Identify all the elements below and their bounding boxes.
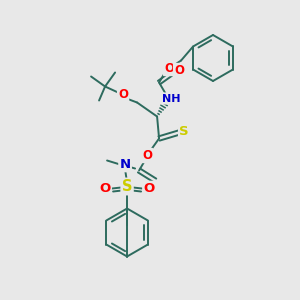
Text: O: O	[164, 62, 174, 75]
Text: O: O	[118, 88, 128, 101]
Text: O: O	[142, 149, 152, 162]
Text: O: O	[100, 182, 111, 195]
Text: NH: NH	[162, 94, 180, 103]
Text: S: S	[179, 125, 189, 138]
Text: O: O	[174, 64, 184, 77]
Text: O: O	[143, 182, 155, 195]
Text: N: N	[119, 158, 130, 171]
Text: S: S	[122, 179, 132, 194]
